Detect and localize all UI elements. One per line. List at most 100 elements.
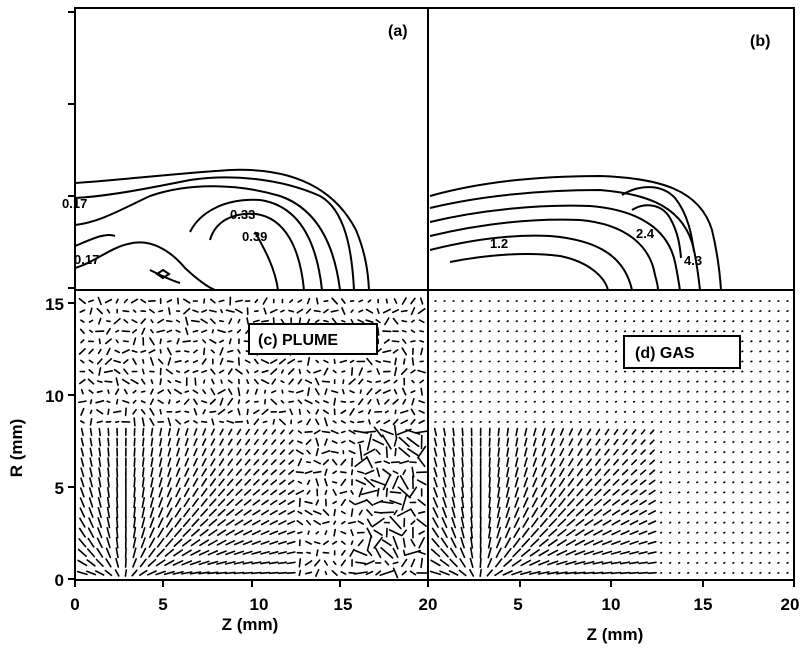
- velocity-vector: [313, 459, 322, 465]
- velocity-vector: [200, 488, 208, 497]
- velocity-vector: [488, 506, 492, 519]
- velocity-vector: [401, 347, 408, 356]
- velocity-vector: [628, 571, 640, 575]
- velocity-vector: [452, 457, 456, 468]
- velocity-vector: [306, 449, 311, 455]
- velocity-vector: [306, 369, 311, 374]
- velocity-vector: [234, 509, 244, 516]
- velocity-vector: [313, 429, 321, 435]
- velocity-vector: [532, 477, 538, 488]
- velocity-vector: [98, 427, 101, 437]
- velocity-vector: [96, 307, 103, 315]
- velocity-vector: [440, 537, 449, 548]
- velocity-vector: [384, 317, 390, 326]
- velocity-vector: [350, 489, 354, 495]
- velocity-vector: [184, 350, 190, 353]
- velocity-vector: [105, 547, 112, 559]
- velocity-vector: [433, 437, 438, 447]
- velocity-vector: [586, 428, 592, 436]
- velocity-vector: [594, 488, 602, 497]
- velocity-vector: [410, 307, 416, 316]
- velocity-vector: [593, 498, 603, 507]
- velocity-vector: [613, 428, 619, 436]
- velocity-vector: [402, 469, 407, 476]
- velocity-vector: [540, 507, 548, 518]
- velocity-vector: [382, 349, 392, 354]
- velocity-vector: [647, 520, 657, 525]
- y-axis-title: R (mm): [7, 419, 26, 478]
- velocity-vector: [409, 508, 416, 517]
- velocity-vector: [506, 427, 510, 437]
- velocity-vector: [401, 297, 407, 305]
- velocity-vector: [193, 408, 198, 416]
- velocity-vector: [298, 569, 302, 577]
- velocity-vector: [150, 447, 154, 457]
- velocity-vector: [539, 517, 548, 528]
- velocity-vector: [541, 457, 547, 467]
- velocity-vector: [252, 499, 261, 506]
- velocity-vector: [592, 561, 604, 565]
- contour-label: 0.39: [242, 229, 267, 244]
- velocity-vector: [233, 571, 245, 575]
- velocity-vector: [168, 307, 171, 316]
- velocity-vector: [209, 468, 216, 477]
- velocity-vector: [105, 558, 112, 568]
- velocity-vector: [210, 368, 216, 375]
- velocity-vector: [433, 467, 438, 478]
- velocity-vector: [183, 507, 191, 518]
- velocity-vector: [132, 309, 137, 313]
- velocity-vector: [207, 571, 219, 575]
- velocity-vector: [235, 498, 243, 506]
- velocity-vector: [123, 388, 128, 395]
- velocity-vector: [575, 508, 585, 517]
- velocity-vector: [505, 506, 511, 519]
- velocity-vector: [96, 420, 103, 424]
- velocity-vector: [340, 440, 346, 444]
- velocity-vector: [80, 407, 85, 416]
- velocity-vector: [306, 418, 311, 426]
- velocity-vector: [340, 420, 346, 424]
- velocity-vector: [385, 446, 389, 459]
- velocity-vector: [210, 349, 215, 354]
- velocity-vector: [242, 540, 253, 546]
- velocity-vector: [269, 540, 279, 545]
- velocity-vector: [148, 349, 156, 354]
- velocity-vector: [261, 479, 269, 486]
- velocity-vector: [155, 570, 166, 576]
- velocity-vector: [583, 571, 595, 575]
- velocity-vector: [323, 367, 329, 376]
- velocity-vector: [175, 329, 181, 333]
- velocity-vector: [235, 478, 243, 486]
- velocity-vector: [297, 510, 303, 515]
- velocity-vector: [218, 468, 225, 477]
- velocity-vector: [79, 517, 86, 528]
- velocity-vector: [166, 517, 173, 528]
- velocity-vector: [349, 400, 355, 403]
- velocity-vector: [148, 548, 156, 558]
- velocity-vector: [575, 529, 585, 537]
- velocity-vector: [234, 529, 244, 536]
- velocity-vector: [442, 477, 447, 488]
- panel-c-vectors: [76, 296, 429, 579]
- velocity-vector: [155, 559, 166, 567]
- velocity-vector: [106, 347, 111, 356]
- velocity-vector: [566, 508, 576, 517]
- velocity-vector: [268, 561, 279, 565]
- velocity-vector: [167, 477, 172, 488]
- velocity-vector: [488, 496, 492, 509]
- velocity-vector: [420, 387, 423, 396]
- contour-label: 0.17: [62, 196, 87, 211]
- velocity-vector: [277, 561, 288, 565]
- velocity-vector: [392, 418, 399, 426]
- velocity-vector: [97, 527, 103, 539]
- panel-d-x-axis: 5 10 15 20 Z (mm): [427, 580, 799, 644]
- velocity-vector: [332, 369, 337, 374]
- velocity-vector: [394, 409, 397, 415]
- velocity-vector: [417, 369, 427, 374]
- velocity-vector: [497, 457, 501, 468]
- velocity-vector: [246, 419, 249, 425]
- velocity-vector: [411, 466, 415, 478]
- velocity-vector: [132, 558, 137, 568]
- velocity-vector: [193, 428, 198, 436]
- velocity-vector: [442, 486, 447, 498]
